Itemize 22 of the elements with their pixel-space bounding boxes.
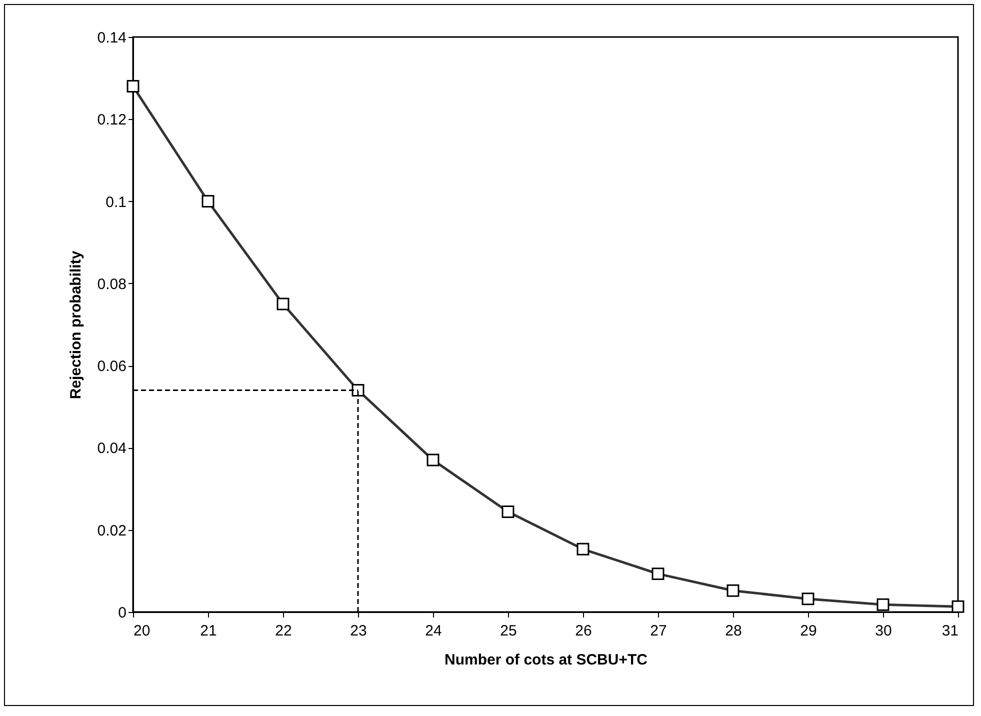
- x-tick-label: 25: [500, 622, 517, 640]
- x-tick-label: 28: [725, 622, 742, 640]
- y-tick-label: 0.12: [97, 112, 126, 129]
- y-tick-label: 0.06: [97, 358, 126, 376]
- y-tick-label: 0.1: [106, 194, 126, 211]
- y-tick-label: 0.08: [97, 276, 126, 293]
- x-tick-label: 30: [875, 622, 892, 640]
- x-tick-label: 26: [575, 622, 592, 640]
- y-axis-title: Rejection probability: [67, 250, 84, 400]
- y-tick-label: 0.02: [97, 522, 126, 540]
- x-tick-label: 24: [425, 622, 442, 640]
- x-tick-label: 20: [134, 622, 150, 640]
- x-tick-label: 23: [350, 622, 367, 640]
- y-tick-label: 0: [118, 604, 126, 622]
- y-tick-label: 0.14: [97, 30, 126, 46]
- x-tick-label: 27: [650, 622, 667, 640]
- x-axis-title: Number of cots at SCBU+TC: [444, 652, 648, 668]
- y-tick-label: 0.04: [97, 440, 126, 458]
- x-tick-label: 22: [275, 622, 292, 640]
- x-tick-label: 21: [200, 622, 217, 640]
- x-tick-label: 29: [800, 622, 817, 640]
- x-tick-label: 31: [942, 622, 958, 640]
